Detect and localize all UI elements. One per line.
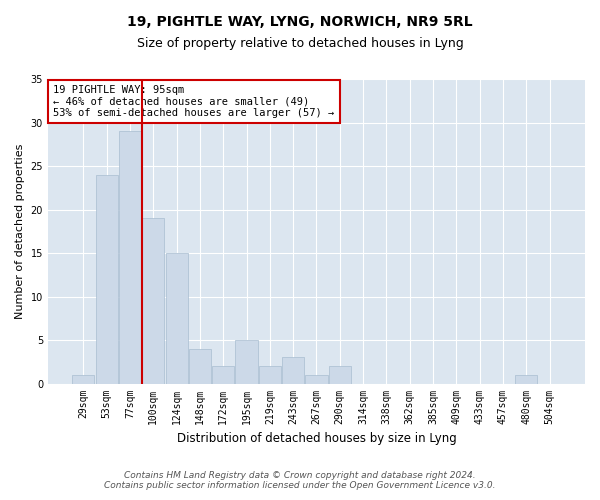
Bar xyxy=(282,358,304,384)
Bar xyxy=(189,348,211,384)
X-axis label: Distribution of detached houses by size in Lyng: Distribution of detached houses by size … xyxy=(176,432,457,445)
Bar xyxy=(329,366,351,384)
Bar xyxy=(119,131,141,384)
Y-axis label: Number of detached properties: Number of detached properties xyxy=(15,144,25,319)
Text: 19 PIGHTLE WAY: 95sqm
← 46% of detached houses are smaller (49)
53% of semi-deta: 19 PIGHTLE WAY: 95sqm ← 46% of detached … xyxy=(53,85,335,118)
Bar xyxy=(73,375,94,384)
Bar xyxy=(212,366,235,384)
Bar xyxy=(95,174,118,384)
Text: Contains HM Land Registry data © Crown copyright and database right 2024.
Contai: Contains HM Land Registry data © Crown c… xyxy=(104,470,496,490)
Bar xyxy=(259,366,281,384)
Text: 19, PIGHTLE WAY, LYNG, NORWICH, NR9 5RL: 19, PIGHTLE WAY, LYNG, NORWICH, NR9 5RL xyxy=(127,15,473,29)
Bar xyxy=(142,218,164,384)
Bar xyxy=(305,375,328,384)
Bar xyxy=(515,375,537,384)
Bar xyxy=(166,253,188,384)
Text: Size of property relative to detached houses in Lyng: Size of property relative to detached ho… xyxy=(137,38,463,51)
Bar xyxy=(235,340,257,384)
